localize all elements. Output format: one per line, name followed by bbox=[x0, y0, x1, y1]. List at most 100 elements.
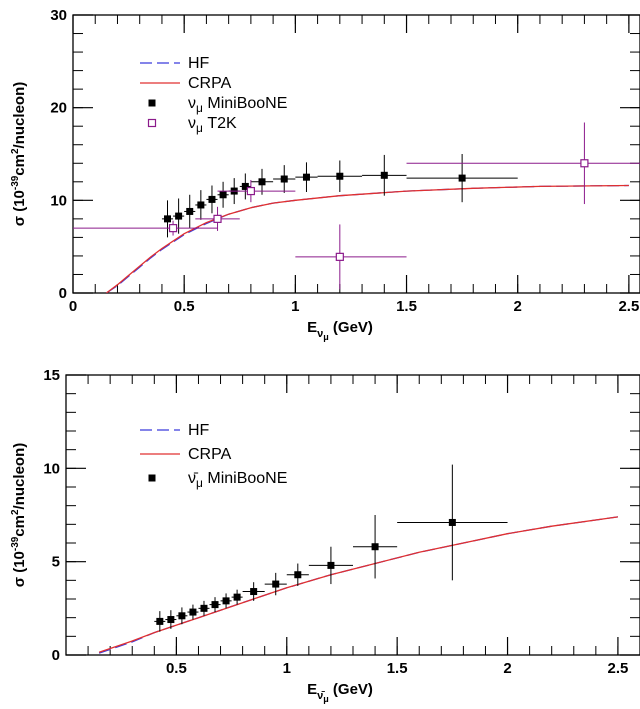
x-axis-label-sub: ν bbox=[317, 328, 323, 340]
legend-item: ν̄μ MiniBooNE bbox=[148, 470, 287, 490]
y-axis-label: σ (10-39cm2/nucleon) bbox=[10, 443, 28, 587]
x-tick-label: 0.5 bbox=[174, 298, 195, 315]
marker-open-square bbox=[335, 252, 344, 261]
marker-filled-square bbox=[458, 174, 466, 182]
y-tick-label: 0 bbox=[59, 285, 67, 302]
y-tick-label: 15 bbox=[43, 367, 60, 384]
data-point bbox=[209, 597, 221, 613]
chart-panel-2: 0.5 1 1.5 2 2.5 0 5 10 15 Eν̄μ (GeV) σ (10-39cm2/n… bbox=[10, 367, 640, 704]
data-point bbox=[295, 224, 407, 290]
data-point bbox=[397, 464, 508, 581]
data-point bbox=[317, 160, 363, 192]
data-point bbox=[264, 572, 287, 596]
marker-open-square bbox=[246, 186, 255, 196]
plot-frame bbox=[65, 374, 640, 656]
legend-label: CRPA bbox=[188, 446, 232, 463]
legend-item: CRPA bbox=[140, 75, 232, 92]
series-line-crpa bbox=[98, 516, 618, 653]
data-point bbox=[406, 154, 518, 203]
marker-filled-square bbox=[208, 195, 216, 203]
legend-swatch bbox=[147, 118, 157, 128]
data-point bbox=[195, 206, 240, 231]
data-point bbox=[239, 173, 251, 200]
legend-item: HF bbox=[140, 55, 210, 72]
legend-swatch bbox=[148, 474, 156, 482]
marker-open-square bbox=[213, 214, 222, 223]
x-axis-label-sub: ν̄ bbox=[317, 690, 325, 702]
x-axis-label: Eνμ (GeV) bbox=[307, 319, 373, 342]
x-axis-label-main: E bbox=[307, 681, 317, 698]
data-point bbox=[176, 607, 188, 625]
y-tick-label: 30 bbox=[50, 7, 67, 24]
data-point bbox=[273, 165, 296, 193]
y-tick-label: 10 bbox=[43, 460, 60, 477]
data-point bbox=[198, 600, 210, 616]
x-axis-label-subsub: μ bbox=[323, 332, 329, 342]
marker-filled-square bbox=[233, 593, 241, 601]
data-point bbox=[73, 220, 218, 236]
data-point bbox=[362, 154, 407, 196]
legend-item: HF bbox=[140, 422, 210, 439]
x-tick-label: 1.5 bbox=[396, 298, 417, 315]
marker-filled-square bbox=[258, 178, 266, 186]
legend: HF CRPA ν̄μ MiniBooNE bbox=[140, 422, 287, 490]
x-tick-label: 2.5 bbox=[607, 660, 628, 677]
y-axis-label: σ (10-39cm2/nucleon) bbox=[10, 82, 28, 226]
marker-filled-square bbox=[189, 608, 197, 616]
marker-filled-square bbox=[222, 597, 230, 605]
marker-filled-square bbox=[186, 207, 194, 215]
data-point bbox=[220, 593, 232, 609]
data-point bbox=[195, 190, 207, 220]
x-axis-label-main: E bbox=[307, 319, 317, 336]
x-tick-label: 0.5 bbox=[166, 660, 187, 677]
marker-filled-square bbox=[156, 617, 164, 625]
x-axis-label-subsub: μ bbox=[323, 694, 329, 704]
marker-filled-square bbox=[175, 212, 183, 220]
data-point bbox=[217, 179, 296, 203]
marker-filled-square bbox=[371, 543, 379, 551]
x-tick-label: 1.5 bbox=[387, 660, 408, 677]
legend-swatch bbox=[148, 99, 156, 107]
data-point bbox=[353, 515, 398, 579]
x-tick-label: 2.5 bbox=[618, 298, 639, 315]
marker-filled-square bbox=[211, 601, 219, 609]
legend-label: νμ MiniBooNE bbox=[188, 95, 287, 115]
legend-item: CRPA bbox=[140, 446, 232, 463]
data-point bbox=[308, 546, 353, 585]
data-point bbox=[406, 122, 640, 205]
marker-filled-square bbox=[219, 191, 227, 199]
legend-label: HF bbox=[188, 55, 210, 72]
x-axis-label: Eν̄μ (GeV) bbox=[307, 681, 373, 704]
data-point bbox=[250, 168, 274, 195]
data-point bbox=[206, 185, 218, 214]
data-point bbox=[165, 610, 177, 629]
data-point bbox=[154, 611, 166, 632]
y-tick-label: 20 bbox=[50, 100, 67, 117]
x-tick-label: 1 bbox=[291, 298, 299, 315]
marker-filled-square bbox=[294, 571, 302, 579]
data-point bbox=[161, 200, 174, 238]
plot-frame bbox=[72, 14, 640, 294]
legend-label: νμ T2K bbox=[188, 115, 237, 135]
y-tick-label: 5 bbox=[52, 554, 60, 571]
x-axis-label-unit: (GeV) bbox=[329, 319, 373, 336]
data-point bbox=[242, 582, 265, 601]
marker-filled-square bbox=[241, 182, 249, 190]
marker-filled-square bbox=[448, 518, 456, 526]
marker-open-square bbox=[168, 224, 178, 233]
series-line-hf bbox=[106, 184, 629, 293]
marker-filled-square bbox=[200, 604, 208, 612]
y-tick-label: 10 bbox=[50, 192, 67, 209]
legend-label: ν̄μ MiniBooNE bbox=[188, 470, 287, 490]
marker-filled-square bbox=[380, 171, 388, 179]
chart-panel-1: 0 0.5 1 1.5 2 2.5 0 10 20 30 Eνμ (GeV) σ (10-39cm2/… bbox=[10, 7, 640, 342]
data-point bbox=[217, 181, 229, 208]
legend-item: νμ T2K bbox=[147, 115, 237, 135]
marker-filled-square bbox=[327, 561, 335, 569]
marker-filled-square bbox=[302, 173, 310, 181]
legend-item: νμ MiniBooNE bbox=[148, 95, 287, 115]
marker-filled-square bbox=[164, 215, 171, 223]
marker-filled-square bbox=[167, 616, 175, 624]
